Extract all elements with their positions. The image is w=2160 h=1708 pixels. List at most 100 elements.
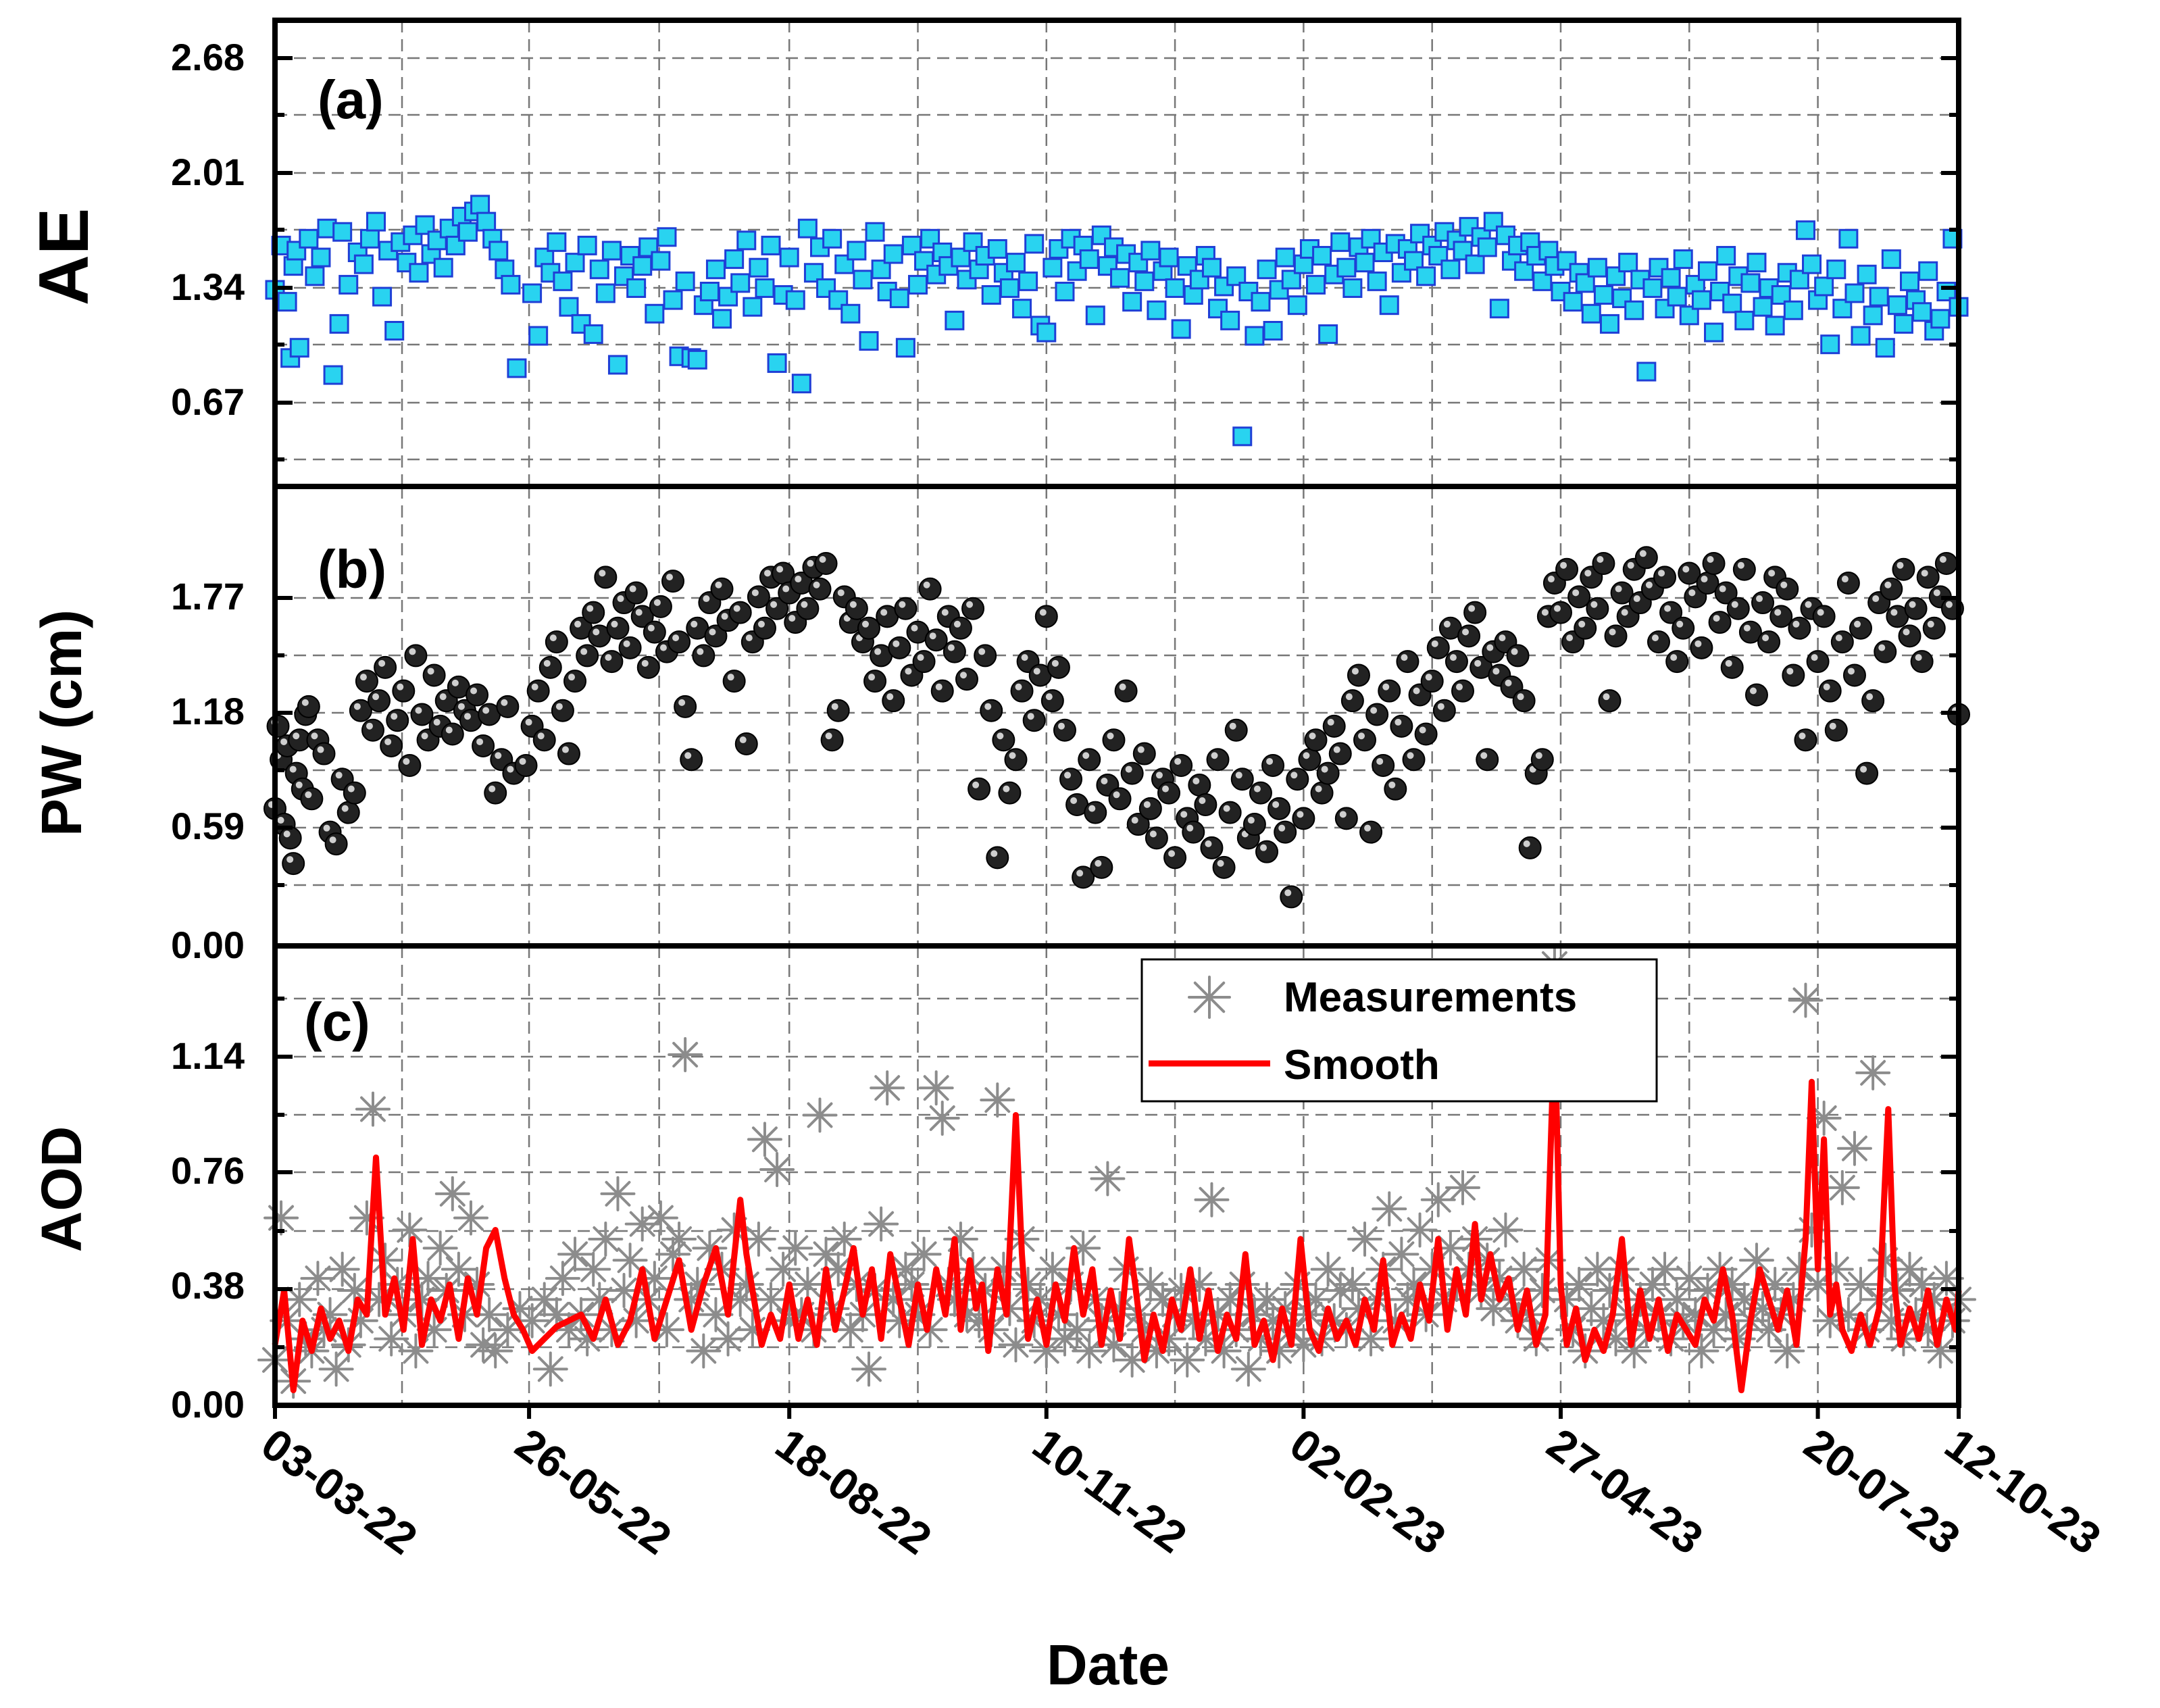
- asterisk-stroke: [1584, 1256, 1611, 1282]
- pw-point: [312, 742, 336, 765]
- asterisk-stroke: [549, 1265, 576, 1292]
- pw-point-highlight: [1927, 620, 1934, 628]
- aod-measurement-point: [686, 1333, 722, 1369]
- pw-point: [1286, 768, 1309, 791]
- aod-measurement-point: [759, 1152, 795, 1188]
- pw-point: [1812, 605, 1836, 628]
- pw-point: [1334, 807, 1358, 830]
- pw-point-highlight: [1774, 609, 1782, 616]
- pw-point-highlight: [433, 718, 441, 726]
- aod-measurement-point: [1488, 1212, 1524, 1248]
- asterisk-stroke: [727, 1286, 753, 1313]
- ae-point: [632, 256, 653, 276]
- pw-point: [1353, 728, 1377, 752]
- pw-point: [674, 695, 697, 718]
- pw-point: [986, 846, 1009, 870]
- ae-point: [907, 274, 928, 295]
- y-tick-labels-a: 2.68 2.01 1.34 0.67: [171, 36, 245, 423]
- asterisk-stroke: [733, 1272, 759, 1298]
- pw-point-highlight: [525, 718, 532, 726]
- pw-point-highlight: [1541, 609, 1549, 616]
- pw-point: [1206, 748, 1230, 772]
- asterisk-stroke: [562, 1241, 588, 1267]
- y-tick-labels-b: 1.77 1.18 0.59 0.00: [171, 575, 245, 966]
- ae-point: [577, 235, 597, 255]
- aod-measurement-point: [986, 1251, 1022, 1287]
- pw-point-highlight: [1253, 785, 1261, 793]
- asterisk-stroke: [1352, 1226, 1378, 1252]
- asterisk-stroke: [427, 1235, 453, 1261]
- ae-point: [1318, 324, 1338, 345]
- asterisk-stroke: [1315, 1256, 1341, 1282]
- ae-point: [1342, 278, 1363, 298]
- pw-point: [668, 630, 691, 654]
- pw-point-highlight: [795, 576, 802, 583]
- pw-point: [1022, 709, 1046, 732]
- asterisk-stroke: [1554, 1286, 1580, 1313]
- pw-point-highlight: [1101, 777, 1108, 784]
- ae-point: [1079, 249, 1099, 270]
- pw-point-highlight: [1492, 668, 1500, 675]
- aod-measurement-point: [882, 1303, 918, 1338]
- ae-point: [289, 338, 309, 358]
- ae-point: [1618, 253, 1638, 273]
- ae-point: [329, 313, 349, 334]
- ae-point: [1734, 310, 1755, 330]
- pw-point-highlight: [1413, 687, 1420, 695]
- asterisk-stroke: [1450, 1174, 1476, 1201]
- aod-measurement-point: [710, 1321, 746, 1357]
- asterisk-stroke: [476, 1301, 503, 1328]
- ae-point: [1330, 232, 1351, 252]
- ae-point: [1710, 281, 1730, 301]
- ae-point: [589, 259, 609, 280]
- ae-point: [470, 195, 491, 215]
- asterisk-stroke: [1205, 1301, 1231, 1328]
- ae-point: [1055, 281, 1075, 301]
- ae-point: [1263, 321, 1283, 341]
- aod-measurement-point: [453, 1200, 488, 1236]
- pw-point: [1806, 650, 1830, 674]
- ae-point: [1306, 274, 1326, 295]
- pw-point: [1426, 636, 1450, 659]
- asterisk-stroke: [1909, 1272, 1935, 1298]
- pw-point: [918, 577, 942, 601]
- pw-point-highlight: [1076, 870, 1084, 877]
- pw-point: [1084, 801, 1107, 824]
- panel-label-b: (b): [318, 539, 386, 599]
- pw-point: [992, 728, 1015, 752]
- pw-point-highlight: [409, 648, 416, 655]
- aod-measurement-point: [728, 1267, 764, 1303]
- pw-point-highlight: [959, 672, 967, 679]
- asterisk-stroke: [1015, 1272, 1041, 1298]
- pw-point-highlight: [1878, 644, 1886, 651]
- pw-point-highlight: [1082, 752, 1090, 759]
- ae-point: [1765, 316, 1785, 336]
- pw-point: [1274, 820, 1297, 844]
- ae-point: [1918, 261, 1938, 281]
- ae-point: [1159, 247, 1179, 268]
- pw-point-highlight: [727, 674, 734, 681]
- x-tick-label: 20-07-23: [1795, 1418, 1969, 1563]
- pw-point: [857, 616, 880, 640]
- ae-point: [528, 326, 549, 346]
- pw-point: [955, 668, 978, 691]
- pw-point: [1592, 552, 1615, 576]
- pw-point-highlight: [733, 605, 740, 612]
- asterisk-stroke: [1511, 1256, 1537, 1282]
- pw-point-highlight: [1572, 589, 1580, 597]
- pw-point-highlight: [953, 620, 961, 628]
- asterisk-stroke: [1401, 1272, 1427, 1298]
- aod-measurement-point: [1194, 1182, 1230, 1217]
- pw-point-highlight: [1499, 634, 1506, 642]
- pw-point-highlight: [568, 674, 576, 681]
- asterisk-stroke: [782, 1235, 809, 1261]
- aod-measurement-point: [1249, 1282, 1285, 1317]
- asterisk-stroke: [1039, 1256, 1065, 1282]
- ae-point: [1336, 257, 1357, 278]
- asterisk-stroke: [593, 1226, 619, 1252]
- pw-point-highlight: [1909, 601, 1916, 608]
- pw-point: [930, 679, 954, 703]
- pw-point: [722, 670, 746, 693]
- pw-point-highlight: [1884, 581, 1892, 588]
- pw-point-highlight: [476, 738, 484, 745]
